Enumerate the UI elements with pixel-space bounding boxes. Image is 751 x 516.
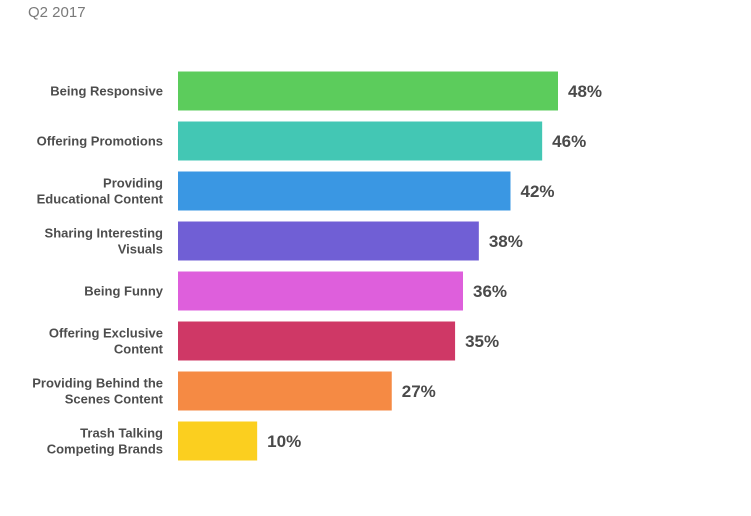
category-label-3: Sharing Interesting Visuals bbox=[45, 226, 164, 257]
value-label-1: 46% bbox=[552, 132, 586, 151]
bar-1 bbox=[178, 121, 543, 161]
value-label-7: 10% bbox=[267, 432, 301, 451]
bar-4 bbox=[178, 271, 463, 311]
category-label-7: Trash Talking Competing Brands bbox=[47, 426, 163, 457]
value-label-3: 38% bbox=[489, 232, 523, 251]
bar-0 bbox=[178, 71, 558, 111]
bar-2 bbox=[178, 171, 511, 211]
bar-5 bbox=[178, 321, 456, 361]
value-label-5: 35% bbox=[465, 332, 499, 351]
category-label-0: Being Responsive bbox=[50, 84, 163, 99]
category-label-2: Providing Educational Content bbox=[37, 176, 164, 207]
value-label-6: 27% bbox=[402, 382, 436, 401]
category-label-5: Offering Exclusive Content bbox=[49, 326, 164, 357]
chart-subtitle: Q2 2017 bbox=[28, 4, 86, 21]
category-label-4: Being Funny bbox=[84, 284, 163, 299]
value-label-0: 48% bbox=[568, 82, 602, 101]
category-label-1: Offering Promotions bbox=[37, 134, 163, 149]
bar-7 bbox=[178, 421, 258, 461]
bar-6 bbox=[178, 371, 392, 411]
bar-3 bbox=[178, 221, 479, 261]
value-label-4: 36% bbox=[473, 282, 507, 301]
category-label-6: Providing Behind the Scenes Content bbox=[32, 376, 163, 407]
value-label-2: 42% bbox=[521, 182, 555, 201]
